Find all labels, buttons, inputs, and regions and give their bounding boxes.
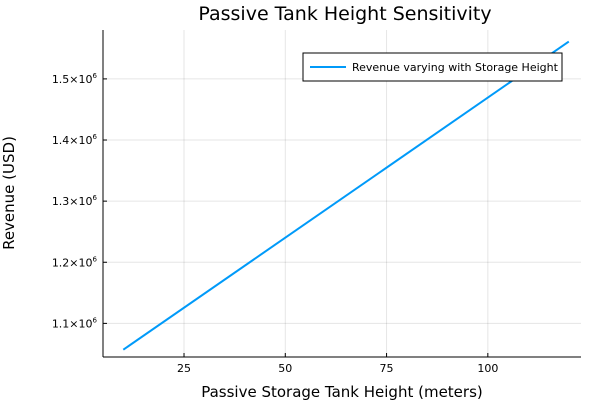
- series-lines: [122, 40, 570, 351]
- chart-title: Passive Tank Height Sensitivity: [198, 3, 491, 25]
- y-tick-label: 1.2×106: [52, 255, 98, 269]
- legend-box: [302, 52, 563, 82]
- y-tick-labels: 1.1×106 1.2×106 1.3×106 1.4×106 1.5×106: [52, 72, 107, 330]
- y-tick-label: 1.5×106: [52, 72, 98, 86]
- x-tick-label: 50: [278, 362, 292, 375]
- legend: Revenue varying with Storage Height: [302, 52, 563, 82]
- y-axis-label: Revenue (USD): [0, 136, 18, 250]
- x-tick-labels: 25 50 75 100: [177, 353, 498, 375]
- x-tick-label: 25: [177, 362, 191, 375]
- y-tick-label: 1.1×106: [52, 316, 98, 330]
- x-tick-label: 75: [380, 362, 394, 375]
- y-tick-label: 1.3×106: [52, 194, 98, 208]
- y-tick-label: 1.4×106: [52, 133, 98, 147]
- legend-label-0: Revenue varying with Storage Height: [352, 61, 559, 74]
- x-tick-label: 100: [477, 362, 498, 375]
- x-axis-label: Passive Storage Tank Height (meters): [201, 383, 483, 400]
- series-line-0: [122, 40, 570, 351]
